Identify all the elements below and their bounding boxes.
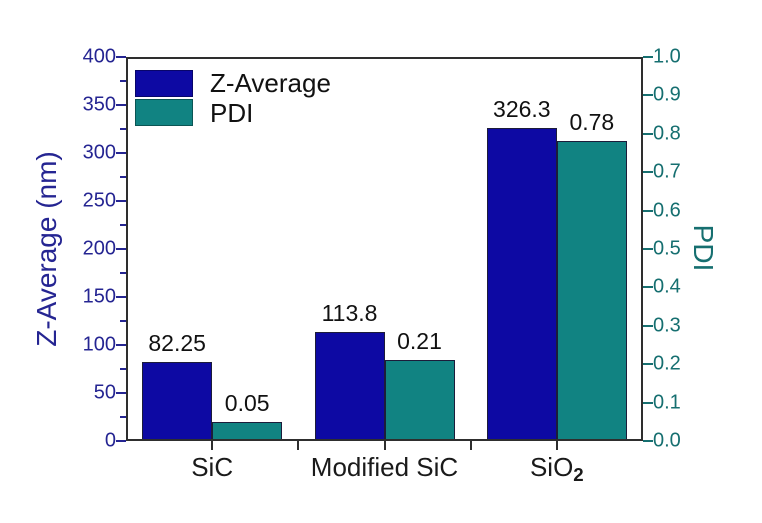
left-axis-major-tick xyxy=(116,248,126,250)
subscript: 2 xyxy=(573,464,584,486)
right-axis-major-tick xyxy=(643,363,653,366)
z-average-value-sic: 82.25 xyxy=(148,330,206,357)
left-axis-tick-label: 150 xyxy=(82,285,116,308)
right-axis-tick-label: 0.0 xyxy=(653,429,681,452)
category-label-sio: SiO2 xyxy=(529,452,584,486)
left-axis-tick-label: 0 xyxy=(104,429,116,452)
left-axis-tick-label: 50 xyxy=(93,381,116,404)
right-axis-tick-label: 0.5 xyxy=(653,237,681,260)
right-axis-major-tick xyxy=(643,132,653,135)
pdi-value-sic: 0.05 xyxy=(224,389,270,416)
left-axis-major-tick xyxy=(116,392,126,394)
left-axis-minor-tick xyxy=(120,176,126,178)
right-axis-tick-label: 1.0 xyxy=(653,45,681,68)
left-axis-minor-tick xyxy=(120,128,126,130)
x-axis-tick xyxy=(383,441,386,450)
left-axis-major-tick xyxy=(116,344,126,346)
left-axis-minor-tick xyxy=(120,416,126,418)
right-axis-major-tick xyxy=(643,440,653,442)
pdi-value-sio: 0.78 xyxy=(569,109,615,136)
pdi-value-modified-sic: 0.21 xyxy=(397,328,442,355)
left-axis-major-tick xyxy=(116,296,126,298)
right-axis-tick-label: 0.2 xyxy=(653,352,681,375)
right-axis-major-tick xyxy=(643,286,653,289)
left-axis-major-tick xyxy=(116,104,126,106)
right-axis-tick-label: 0.6 xyxy=(653,199,681,222)
right-axis-major-tick xyxy=(643,248,653,250)
right-axis-tick-label: 0.4 xyxy=(653,275,681,298)
z-average-value-modified-sic: 113.8 xyxy=(321,299,378,326)
left-axis-title: Z-Average (nm) xyxy=(31,151,62,347)
right-axis-tick-label: 0.7 xyxy=(653,160,681,183)
z-average-swatch xyxy=(135,69,193,97)
left-axis-tick-label: 400 xyxy=(82,45,116,68)
legend-label-z-average: Z-Average xyxy=(210,68,331,98)
category-label-modified-sic: Modified SiC xyxy=(310,452,459,482)
z-average-bar-sio xyxy=(486,127,557,441)
pdi-swatch xyxy=(135,99,193,127)
left-axis-minor-tick xyxy=(120,272,126,274)
left-axis-major-tick xyxy=(116,152,126,154)
left-axis-major-tick xyxy=(116,440,126,442)
z-average-value-sio: 326.3 xyxy=(493,95,551,122)
right-axis-title: PDI xyxy=(688,224,719,272)
left-axis-major-tick xyxy=(116,56,126,58)
legend: Z-Average PDI xyxy=(135,69,331,128)
right-axis-major-tick xyxy=(643,324,653,327)
right-axis-tick-label: 0.1 xyxy=(653,391,681,414)
pdi-bar-modified-sic xyxy=(384,360,455,441)
right-axis-tick-label: 0.8 xyxy=(653,122,681,145)
x-axis-tick xyxy=(555,441,558,450)
legend-entry-z-average: Z-Average xyxy=(135,69,331,98)
left-axis-minor-tick xyxy=(120,224,126,226)
left-axis-major-tick xyxy=(116,200,126,202)
left-axis-minor-tick xyxy=(120,368,126,370)
left-axis-tick-label: 350 xyxy=(82,93,116,116)
left-axis-minor-tick xyxy=(120,80,126,82)
pdi-bar-sio xyxy=(556,141,627,441)
z-average-bar-modified-sic xyxy=(314,331,385,441)
pdi-bar-sic xyxy=(212,421,283,441)
right-axis-major-tick xyxy=(643,56,653,58)
legend-entry-pdi: PDI xyxy=(135,97,331,128)
left-axis-minor-tick xyxy=(120,320,126,322)
plot-area: 82.25 113.8 326.3 0.05 0.21 0.78 0 50 100 150 200… xyxy=(83,46,681,486)
right-axis-major-tick xyxy=(643,401,653,404)
left-axis-tick-label: 100 xyxy=(82,333,116,356)
x-axis-tick xyxy=(297,441,300,450)
right-axis-major-tick xyxy=(643,209,653,212)
left-axis-tick-label: 250 xyxy=(82,189,116,212)
right-axis-major-tick xyxy=(643,94,653,97)
left-axis-tick-label: 300 xyxy=(82,141,116,164)
right-axis-major-tick xyxy=(643,171,653,174)
right-axis-tick-label: 0.9 xyxy=(653,83,681,106)
x-axis-tick xyxy=(469,441,472,450)
left-axis-tick-label: 200 xyxy=(82,237,116,260)
legend-label-pdi: PDI xyxy=(210,97,254,128)
category-label-sic: SiC xyxy=(191,452,234,482)
x-axis-tick xyxy=(211,441,214,450)
z-average-bar-sic xyxy=(142,362,213,441)
right-axis-tick-label: 0.3 xyxy=(653,314,681,337)
